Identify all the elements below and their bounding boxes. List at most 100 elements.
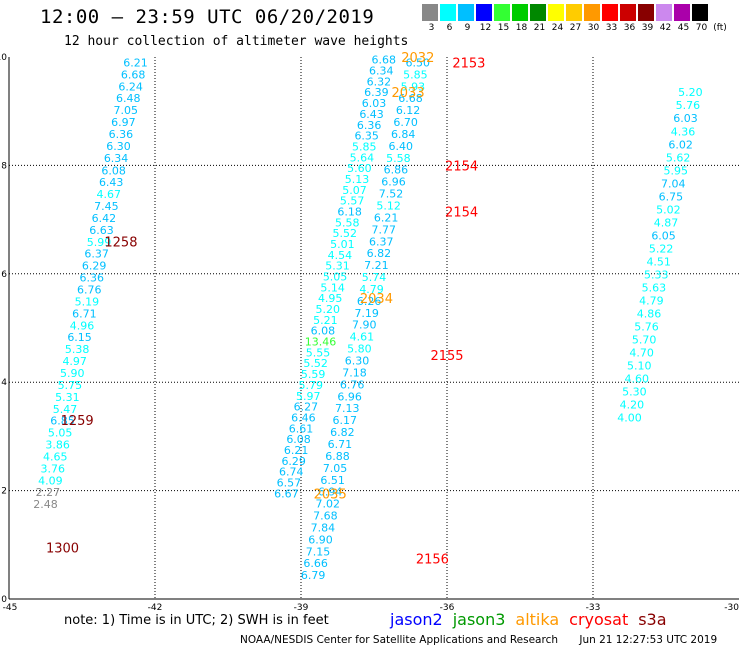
wave-height-point: 5.52 xyxy=(303,357,328,370)
wave-height-point: 4.86 xyxy=(637,307,662,320)
wave-height-point: 6.79 xyxy=(301,569,326,582)
wave-height-point: 4.51 xyxy=(646,255,671,268)
wave-height-point: 6.03 xyxy=(673,112,698,125)
legend-label: 39 xyxy=(641,23,654,33)
footer-org: NOAA/NESDIS Center for Satellite Applica… xyxy=(240,634,558,646)
wave-height-point: 6.51 xyxy=(320,474,345,487)
wave-height-point: 6.74 xyxy=(279,466,304,479)
wave-height-point: 6.61 xyxy=(289,422,314,435)
wave-height-point: 5.47 xyxy=(53,403,78,416)
wave-height-point: 6.96 xyxy=(337,390,362,403)
wave-height-point: 6.26 xyxy=(357,295,382,308)
wave-height-point: 6.90 xyxy=(308,533,333,546)
legend-swatch xyxy=(548,4,565,21)
wave-height-point: 4.20 xyxy=(620,398,645,411)
wave-height-point: 5.02 xyxy=(656,203,681,216)
wave-height-point: 6.63 xyxy=(89,224,114,237)
wave-height-point: 5.64 xyxy=(350,151,375,164)
satellite-jason3: jason3 xyxy=(452,610,506,629)
wave-height-point: 5.52 xyxy=(333,227,358,240)
wave-height-point: 5.99 xyxy=(87,236,112,249)
wave-height-point: 6.70 xyxy=(393,116,418,129)
pass-time-label: 2035 xyxy=(314,487,347,502)
wave-height-point: 5.90 xyxy=(60,367,85,380)
wave-height-point: 5.76 xyxy=(676,99,701,112)
pass-time-label: 2154 xyxy=(445,159,478,174)
wave-height-point: 6.30 xyxy=(106,140,131,153)
page-title: 12:00 – 23:59 UTC 06/20/2019 xyxy=(40,6,375,28)
x-tick-label: -36 xyxy=(440,603,455,613)
x-tick-label: -30 xyxy=(724,603,739,613)
legend-swatch xyxy=(638,4,655,21)
legend-label: 36 xyxy=(623,23,636,33)
legend-swatch xyxy=(692,4,709,21)
wave-height-point: 5.21 xyxy=(313,314,338,327)
wave-height-point: 5.85 xyxy=(403,68,428,81)
wave-height-point: 7.52 xyxy=(379,188,404,201)
satellite-s3a: s3a xyxy=(638,610,667,629)
wave-height-point: 6.08 xyxy=(286,433,311,446)
x-tick-label: -45 xyxy=(3,603,18,613)
wave-height-point: 6.39 xyxy=(364,86,389,99)
wave-height-point: 6.29 xyxy=(281,455,306,468)
wave-height-point: 6.46 xyxy=(291,411,316,424)
footer-timestamp: Jun 21 12:27:53 UTC 2019 xyxy=(579,634,718,646)
wave-height-point: 4.00 xyxy=(617,411,642,424)
wave-height-point: 6.40 xyxy=(389,140,414,153)
legend-swatch xyxy=(656,4,673,21)
wave-height-point: 5.31 xyxy=(55,391,80,404)
wave-height-point: 7.84 xyxy=(311,521,336,534)
wave-height-point: 5.38 xyxy=(65,343,90,356)
wave-height-point: 6.03 xyxy=(362,97,387,110)
legend-swatch xyxy=(494,4,511,21)
wave-height-point: 6.68 xyxy=(121,68,146,81)
legend-swatch xyxy=(440,4,457,21)
pass-time-label: 2032 xyxy=(401,51,434,66)
legend-label: 18 xyxy=(515,23,528,33)
legend-swatch xyxy=(674,4,691,21)
grid-lines xyxy=(9,57,739,599)
wave-height-point: 5.74 xyxy=(362,271,387,284)
wave-height-point: 6.29 xyxy=(82,260,107,273)
wave-height-point: 5.01 xyxy=(330,238,355,251)
pass-time-label: 2153 xyxy=(452,56,485,71)
legend-swatch xyxy=(602,4,619,21)
wave-height-point: 5.76 xyxy=(634,320,659,333)
wave-height-point: 5.55 xyxy=(306,346,331,359)
wave-height-point: 6.42 xyxy=(92,212,117,225)
page-subtitle: 12 hour collection of altimeter wave hei… xyxy=(64,34,409,49)
data-points: 6.216.686.246.487.056.976.366.306.346.08… xyxy=(33,54,702,582)
plot-frame xyxy=(8,57,739,600)
wave-height-point: 6.21 xyxy=(123,56,148,69)
pass-time-label: 2154 xyxy=(445,205,478,220)
wave-height-point: 6.76 xyxy=(340,378,365,391)
wave-height-point: 5.14 xyxy=(320,281,345,294)
axis-ticks: -45 -42 -39 -36 -33 -30 0 2 4 6 8 10 xyxy=(0,53,739,613)
wave-height-point: 5.05 xyxy=(323,271,348,284)
legend-label: 24 xyxy=(551,23,564,33)
wave-height-point: 6.71 xyxy=(72,307,97,320)
wave-height-point: 5.05 xyxy=(48,427,73,440)
wave-height-point: 4.54 xyxy=(328,249,353,262)
wave-height-point: 5.80 xyxy=(347,343,372,356)
wave-height-point: 5.93 xyxy=(401,80,426,93)
wave-height-point: 7.21 xyxy=(364,259,389,272)
wave-height-point: 4.97 xyxy=(62,355,87,368)
y-tick-label: 2 xyxy=(1,487,7,497)
wave-height-point: 4.70 xyxy=(629,346,654,359)
wave-height-point: 6.84 xyxy=(391,128,416,141)
wave-height-point: 6.86 xyxy=(384,164,409,177)
satellite-cryosat: cryosat xyxy=(569,610,629,629)
wave-height-point: 6.05 xyxy=(651,229,676,242)
wave-height-point: 6.32 xyxy=(367,75,392,88)
x-tick-label: -39 xyxy=(294,603,309,613)
wave-height-point: 6.71 xyxy=(328,438,353,451)
legend-label: 12 xyxy=(479,23,492,33)
wave-height-point: 4.87 xyxy=(654,216,679,229)
wave-height-point: 6.96 xyxy=(381,176,406,189)
note-text: note: 1) Time is in UTC; 2) SWH is in fe… xyxy=(64,613,329,628)
pass-time-label: 2033 xyxy=(392,86,425,101)
wave-height-point: 7.02 xyxy=(316,498,341,511)
wave-height-point: 5.20 xyxy=(678,86,703,99)
wave-height-point: 6.37 xyxy=(369,235,394,248)
